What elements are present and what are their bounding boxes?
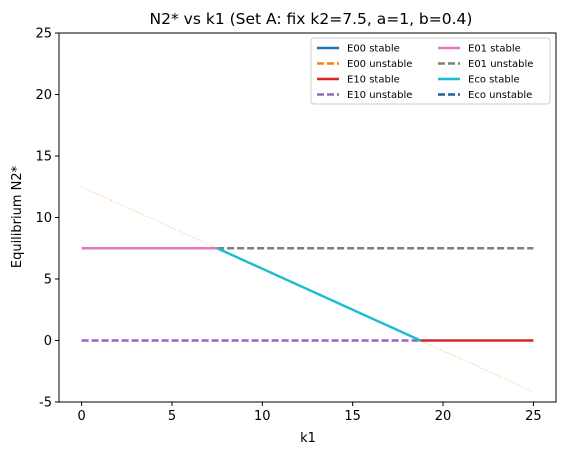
legend-label-eco-unstable: Eco unstable xyxy=(468,90,532,101)
reference-dotted-line xyxy=(81,186,534,393)
x-axis-ticks: 0 5 10 15 20 25 xyxy=(77,402,542,424)
legend-label-e01-unstable: E01 unstable xyxy=(468,59,533,70)
legend-label-e10-unstable: E10 unstable xyxy=(347,90,412,101)
legend: E00 stable E00 unstable E10 stable E10 unst… xyxy=(310,37,551,105)
x-tick-label: 15 xyxy=(344,409,361,424)
x-axis-label: k1 xyxy=(300,431,316,446)
y-tick-label: 10 xyxy=(35,211,52,226)
legend-label-eco-stable: Eco stable xyxy=(468,75,520,86)
x-tick-label: 20 xyxy=(435,409,452,424)
x-tick-label: 5 xyxy=(168,409,176,424)
chart-title: N2* vs k1 (Set A: fix k2=7.5, a=1, b=0.4… xyxy=(150,10,473,28)
y-tick-label: 0 xyxy=(44,334,52,349)
y-tick-label: 25 xyxy=(35,27,52,42)
series-line-eco-stable xyxy=(216,247,421,342)
y-tick-label: 20 xyxy=(35,88,52,103)
y-axis-ticks: -5 0 5 10 15 20 25 xyxy=(35,27,59,411)
x-tick-label: 25 xyxy=(525,409,542,424)
plot-area xyxy=(58,32,557,403)
legend-label-e00-stable: E00 stable xyxy=(347,44,400,55)
x-tick-label: 10 xyxy=(254,409,271,424)
y-tick-label: 5 xyxy=(44,273,52,288)
legend-box xyxy=(310,37,551,105)
legend-label-e10-stable: E10 stable xyxy=(347,75,400,86)
y-axis-label: Equilibrium N2* xyxy=(10,165,25,268)
legend-label-e01-stable: E01 stable xyxy=(468,44,521,55)
y-tick-label: -5 xyxy=(39,396,52,411)
y-tick-label: 15 xyxy=(35,150,52,165)
legend-label-e00-unstable: E00 unstable xyxy=(347,59,412,70)
x-tick-label: 0 xyxy=(77,409,85,424)
